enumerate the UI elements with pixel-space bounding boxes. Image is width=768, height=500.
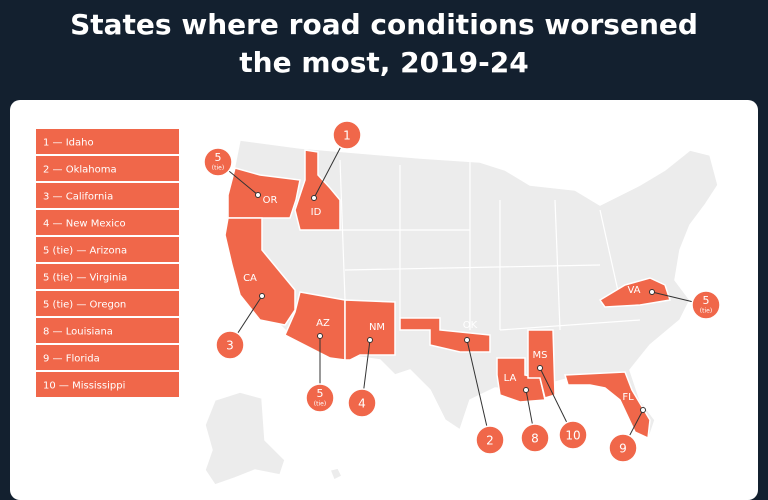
ranking-label: 8 — Louisiana	[43, 327, 113, 338]
ranking-label: 5 (tie) — Arizona	[43, 246, 127, 257]
callout-circle	[215, 330, 245, 360]
callout-dot	[640, 407, 646, 413]
ranking-label: 5 (tie) — Virginia	[43, 273, 127, 284]
callout-circle	[520, 423, 550, 453]
callout-dot	[317, 333, 323, 339]
callout-note: (tie)	[212, 165, 224, 172]
border	[554, 199, 561, 331]
callout-dot	[255, 192, 261, 198]
callout-circle	[332, 120, 362, 150]
state-code: FL	[622, 392, 634, 403]
state-code: CA	[243, 273, 257, 284]
title-line: the most, 2019-24	[239, 46, 529, 79]
state-borders	[300, 159, 641, 331]
markers: ID1OR5(tie)CA3AZ5(tie)NM4OK2LA8MS10FL9VA…	[203, 120, 721, 463]
ranking-row	[34, 262, 181, 291]
ranking-row	[34, 127, 181, 156]
border	[599, 209, 621, 301]
ranking-row	[34, 343, 181, 372]
ranking-label: 3 — California	[43, 192, 113, 203]
callout-rank: 5	[703, 294, 710, 307]
ranking-label: 4 — New Mexico	[43, 219, 126, 230]
ranking-row	[34, 370, 181, 399]
callout-circle	[691, 290, 721, 320]
callout-circle	[347, 388, 377, 418]
state-virginia	[598, 277, 671, 308]
title-line: States where road conditions worsened	[70, 8, 698, 41]
callout-circle	[475, 425, 505, 455]
state-oregon	[227, 167, 301, 219]
callout-rank: 10	[565, 429, 580, 443]
state-new-mexico	[344, 299, 396, 361]
callout-dot	[464, 337, 470, 343]
callout-dot	[311, 195, 317, 201]
state-mississippi	[527, 329, 556, 399]
ranking-label: 1 — Idaho	[43, 138, 94, 149]
ranking-label: 10 — Mississippi	[43, 381, 125, 392]
state-code: OK	[463, 320, 478, 331]
ranking-row	[34, 235, 181, 264]
callout-dot	[649, 289, 655, 295]
callout-circle	[305, 383, 335, 413]
callout-circle	[558, 420, 588, 450]
callout-rank: 9	[619, 442, 627, 456]
callout-dot	[537, 365, 543, 371]
ranking-row	[34, 181, 181, 210]
callout-rank: 2	[486, 434, 494, 448]
callout-rank: 3	[226, 339, 234, 353]
callout-circle	[608, 433, 638, 463]
ranking-list: 1 — Idaho 2 — Oklahoma 3 — California 4 — N…	[34, 127, 181, 399]
hawaii	[328, 467, 344, 482]
state-code: LA	[504, 373, 517, 384]
callout-dot	[367, 337, 373, 343]
state-florida	[564, 371, 651, 440]
callout-note: (tie)	[700, 308, 712, 315]
state-code: AZ	[316, 318, 330, 329]
callout-dot	[523, 387, 529, 393]
callout-rank: 1	[343, 129, 351, 143]
state-code: MS	[533, 350, 548, 361]
ranking-label: 5 (tie) — Oregon	[43, 300, 126, 311]
callout-rank: 4	[358, 397, 366, 411]
ranking-label: 2 — Oklahoma	[43, 165, 117, 176]
alaska	[204, 391, 286, 486]
state-code: VA	[627, 285, 640, 296]
border	[499, 319, 641, 331]
state-code: ID	[311, 207, 322, 218]
callout-rank: 5	[317, 387, 324, 400]
state-code: OR	[263, 195, 278, 206]
callout-rank: 5	[215, 151, 222, 164]
callout-note: (tie)	[314, 401, 326, 408]
state-code: NM	[369, 322, 385, 333]
ranking-label: 9 — Florida	[43, 354, 100, 365]
highlighted-states	[224, 149, 671, 440]
state-idaho	[294, 149, 341, 231]
state-louisiana	[496, 357, 546, 403]
callout-circle	[203, 147, 233, 177]
title: States where road conditions worsened th…	[0, 6, 768, 82]
ranking-row	[34, 316, 181, 345]
state-california	[224, 217, 296, 326]
callout-dot	[259, 293, 265, 299]
callout-line	[466, 339, 491, 441]
callout-rank: 8	[531, 432, 539, 446]
